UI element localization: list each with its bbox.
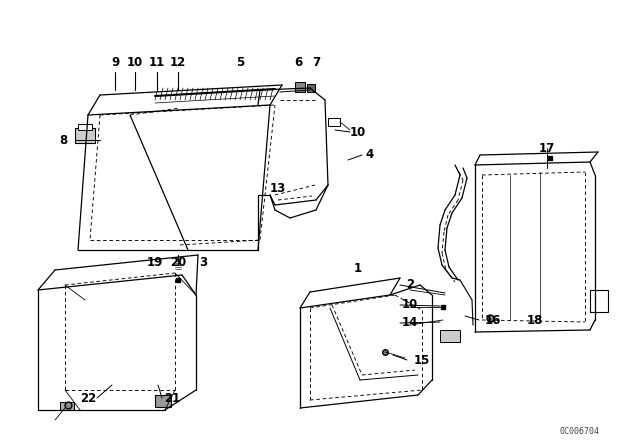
Text: 7: 7 — [312, 56, 320, 69]
FancyBboxPatch shape — [60, 402, 74, 410]
Text: 10: 10 — [127, 56, 143, 69]
Text: 15: 15 — [414, 353, 430, 366]
Text: 20: 20 — [170, 255, 186, 268]
Text: 10: 10 — [402, 298, 418, 311]
Text: 4: 4 — [366, 148, 374, 161]
FancyBboxPatch shape — [155, 395, 171, 407]
Text: 9: 9 — [111, 56, 119, 69]
FancyBboxPatch shape — [78, 124, 92, 130]
FancyBboxPatch shape — [440, 330, 460, 342]
Text: 5: 5 — [236, 56, 244, 69]
Text: 19: 19 — [147, 255, 163, 268]
FancyBboxPatch shape — [328, 118, 340, 126]
Text: 16: 16 — [485, 314, 501, 327]
Text: 21: 21 — [164, 392, 180, 405]
Text: 10: 10 — [350, 125, 366, 138]
Text: 18: 18 — [527, 314, 543, 327]
Text: 0C006704: 0C006704 — [560, 427, 600, 436]
Text: 12: 12 — [170, 56, 186, 69]
Text: 2: 2 — [406, 279, 414, 292]
Text: 8: 8 — [59, 134, 67, 146]
Text: 6: 6 — [294, 56, 302, 69]
Text: 22: 22 — [80, 392, 96, 405]
Text: 13: 13 — [270, 181, 286, 194]
FancyBboxPatch shape — [590, 290, 608, 312]
Text: 14: 14 — [402, 316, 418, 329]
FancyBboxPatch shape — [307, 84, 315, 92]
Text: 1: 1 — [354, 262, 362, 275]
FancyBboxPatch shape — [75, 128, 95, 143]
Text: 3: 3 — [199, 255, 207, 268]
Text: 11: 11 — [149, 56, 165, 69]
Text: 17: 17 — [539, 142, 555, 155]
FancyBboxPatch shape — [295, 82, 305, 92]
